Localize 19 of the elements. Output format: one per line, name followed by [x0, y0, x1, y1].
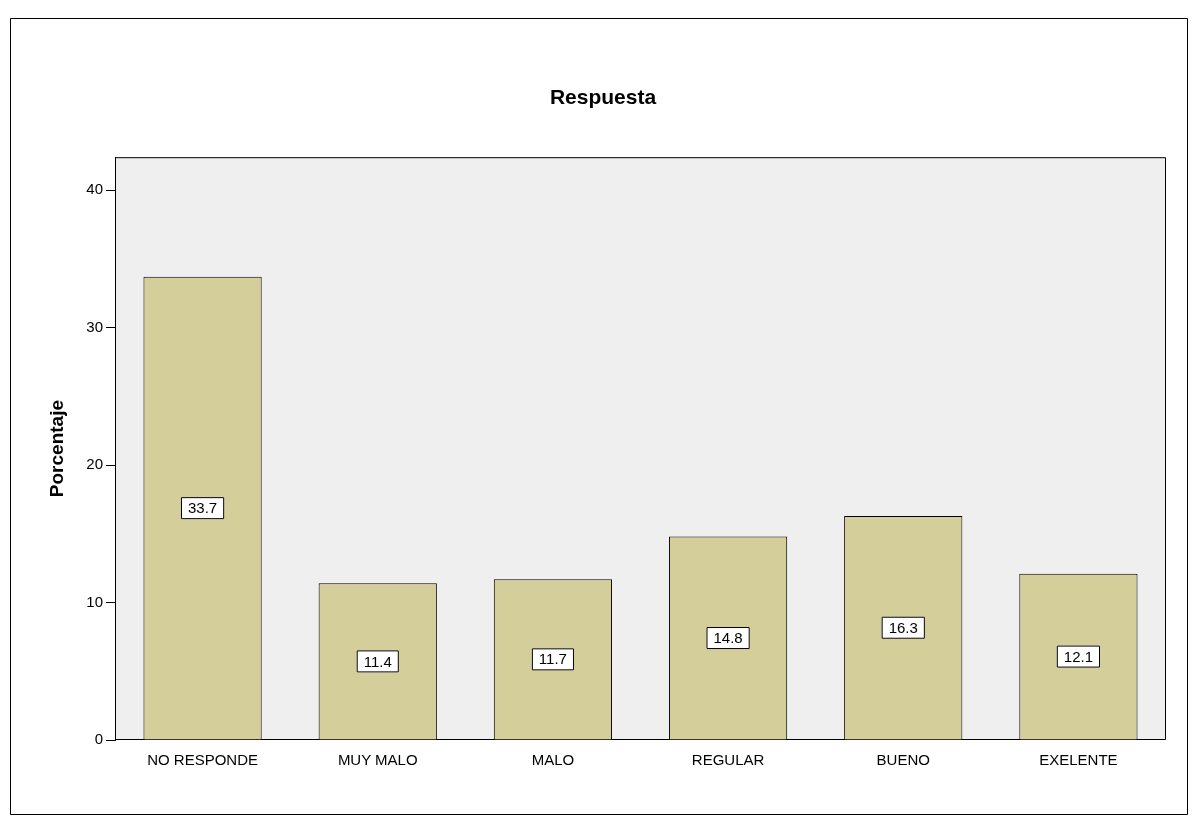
y-tick-label: 30 [86, 317, 103, 335]
y-tick-label: 40 [86, 180, 103, 198]
x-tick-label: MUY MALO [337, 751, 418, 769]
y-tick-label: 0 [94, 730, 103, 748]
data-label: 16.3 [888, 618, 918, 636]
x-tick-label: MALO [531, 751, 575, 769]
y-tick-label: 10 [86, 592, 103, 610]
data-label: 14.8 [713, 629, 743, 647]
data-label: 12.1 [1063, 647, 1094, 665]
y-axis-title: Porcentaje [45, 400, 67, 498]
y-tick-label: 20 [86, 455, 103, 473]
x-tick-label: NO RESPONDE [147, 751, 259, 769]
x-tick-label: REGULAR [691, 751, 765, 769]
data-label: 11.7 [538, 650, 567, 668]
data-label: 33.7 [187, 499, 218, 517]
x-tick-label: BUENO [876, 751, 930, 769]
chart-title: Respuesta [549, 85, 657, 109]
data-label: 11.4 [363, 652, 392, 670]
x-tick-label: EXELENTE [1039, 751, 1118, 769]
